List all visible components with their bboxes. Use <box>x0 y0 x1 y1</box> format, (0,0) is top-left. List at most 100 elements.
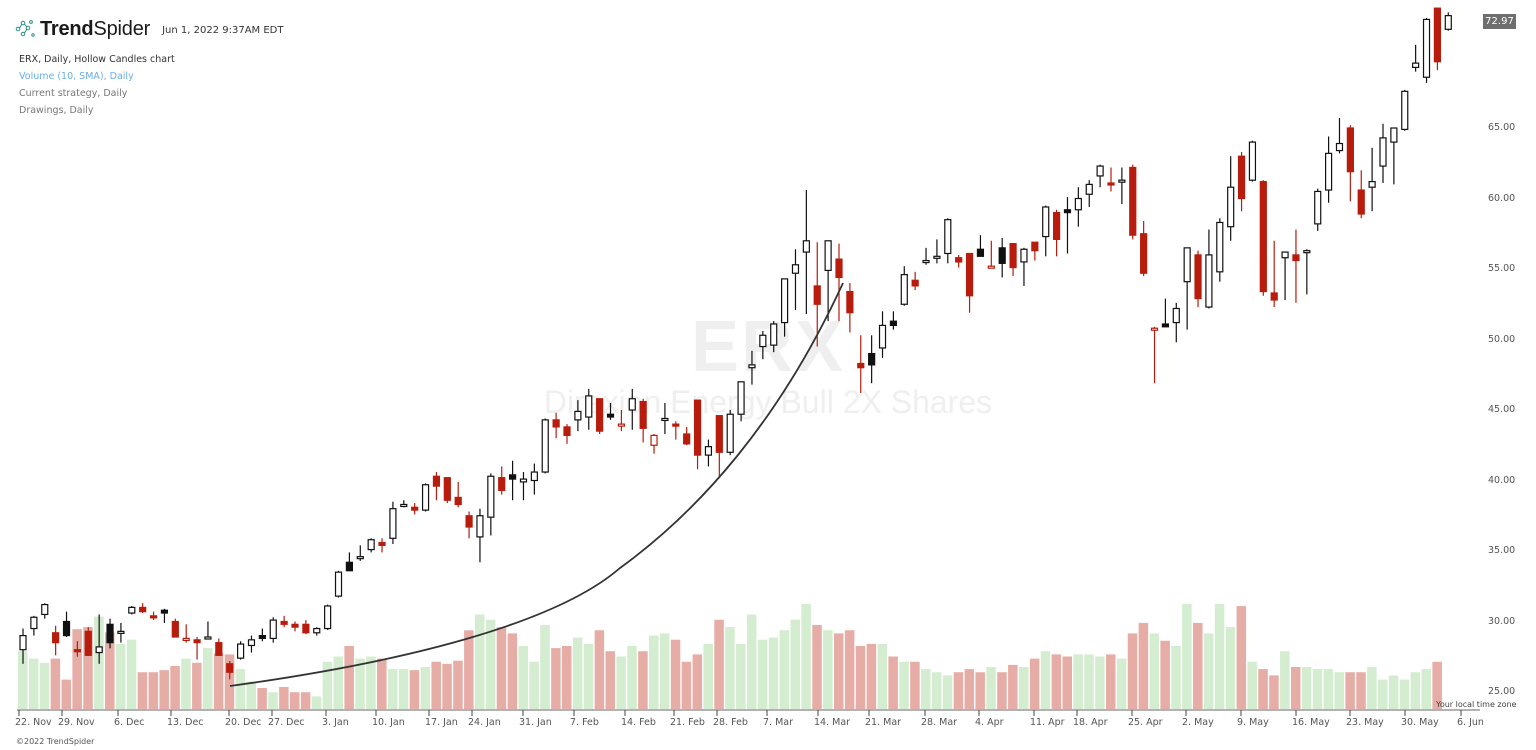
candle <box>563 424 571 444</box>
time-tick-label: 31. Jan <box>519 717 552 728</box>
candle <box>1205 229 1213 309</box>
volume-bar <box>1018 667 1029 709</box>
legend-main-series[interactable]: ERX, Daily, Hollow Candles chart <box>19 54 175 65</box>
time-tick-label: 23. May <box>1346 717 1384 728</box>
volume-bar <box>844 630 855 709</box>
candle <box>1248 140 1257 182</box>
candle <box>1422 18 1431 83</box>
trendspider-logo-icon <box>15 20 35 37</box>
time-tick-label: 28. Feb <box>713 717 748 728</box>
volume-bar <box>790 619 800 709</box>
candle <box>824 240 832 322</box>
candle <box>617 410 626 432</box>
volume-bar <box>746 614 757 709</box>
volume-bar <box>333 656 344 709</box>
volume-bar <box>562 646 572 709</box>
trendline-drawing[interactable] <box>229 282 844 687</box>
candle <box>878 311 887 358</box>
candle <box>509 460 517 501</box>
candle <box>1107 167 1115 192</box>
volume-bar <box>1290 667 1301 709</box>
volume-bar <box>409 670 420 709</box>
volume-bar <box>768 637 779 709</box>
time-tick-label: 20. Dec <box>225 717 262 728</box>
candle <box>1150 326 1159 384</box>
volume-bar <box>1410 672 1421 709</box>
candle <box>1357 170 1365 219</box>
candle <box>835 243 843 322</box>
candle <box>400 500 408 508</box>
candle <box>770 321 778 353</box>
volume-bar <box>181 658 191 709</box>
price-tick-label: 30.00 <box>1488 615 1516 627</box>
volume-bar <box>290 692 300 709</box>
volume-bar <box>616 656 626 709</box>
volume-bar <box>638 651 648 709</box>
volume-bar <box>1171 646 1181 709</box>
volume-bar <box>812 625 822 709</box>
volume-bar <box>213 653 224 709</box>
candle <box>748 350 756 385</box>
legend-volume[interactable]: Volume (10, SMA), Daily <box>19 71 134 82</box>
volume-bar <box>137 672 148 709</box>
legend-strategy[interactable]: Current strategy, Daily <box>19 88 128 99</box>
candle <box>944 218 952 264</box>
volume-bar <box>1345 672 1355 709</box>
header: TrendSpider Jun 1, 2022 9:37AM EDT <box>14 18 283 40</box>
candle <box>911 271 919 291</box>
time-tick-label: 16. May <box>1292 717 1330 728</box>
candle <box>334 570 343 598</box>
time-tick-label: 3. Jan <box>322 717 349 728</box>
candle <box>411 503 419 515</box>
volume-bar <box>202 648 213 709</box>
candle <box>1140 221 1148 277</box>
volume-bar <box>105 632 115 709</box>
volume-bar <box>1127 633 1138 709</box>
volume-bar <box>1138 622 1149 709</box>
time-tick-label: 7. Mar <box>763 717 794 728</box>
time-tick-label: 14. Feb <box>621 717 656 728</box>
volume-bar <box>496 627 507 709</box>
time-tick-label: 13. Dec <box>167 717 204 728</box>
price-tick-label: 55.00 <box>1488 263 1516 274</box>
candle <box>1237 151 1246 212</box>
candle <box>541 418 549 474</box>
candle <box>215 638 223 656</box>
volume-bar <box>1084 654 1094 709</box>
volume-bar <box>725 627 735 709</box>
volume-bar <box>801 604 811 709</box>
candle <box>52 625 60 656</box>
volume-bar <box>605 651 616 709</box>
candle <box>30 615 38 636</box>
chart-timestamp: Jun 1, 2022 9:37AM EDT <box>162 25 284 36</box>
time-tick-label: 17. Jan <box>425 717 458 728</box>
candle <box>1183 247 1191 330</box>
volume-bar <box>126 639 137 709</box>
time-tick-label: 21. Mar <box>865 717 902 728</box>
candle <box>106 618 114 649</box>
volume-bar <box>377 658 387 709</box>
volume-bar <box>257 688 267 709</box>
volume-bar <box>703 643 713 709</box>
volume-bar <box>736 643 746 709</box>
candle <box>476 508 484 563</box>
candle <box>1335 118 1344 154</box>
volume-bar <box>1203 633 1214 709</box>
volume-bar <box>148 672 159 709</box>
volume-bar <box>398 669 409 709</box>
candle <box>1412 44 1420 72</box>
volume-bar <box>28 658 39 709</box>
candle <box>802 190 810 315</box>
volume-bar <box>300 692 311 709</box>
candle <box>1020 247 1028 286</box>
candle <box>84 627 92 656</box>
candle <box>237 641 245 660</box>
candle <box>868 335 876 384</box>
legend-drawings[interactable]: Drawings, Daily <box>19 105 94 116</box>
candle <box>73 641 82 657</box>
volume-bar <box>344 646 354 709</box>
candle <box>117 622 125 643</box>
candle <box>955 254 963 268</box>
